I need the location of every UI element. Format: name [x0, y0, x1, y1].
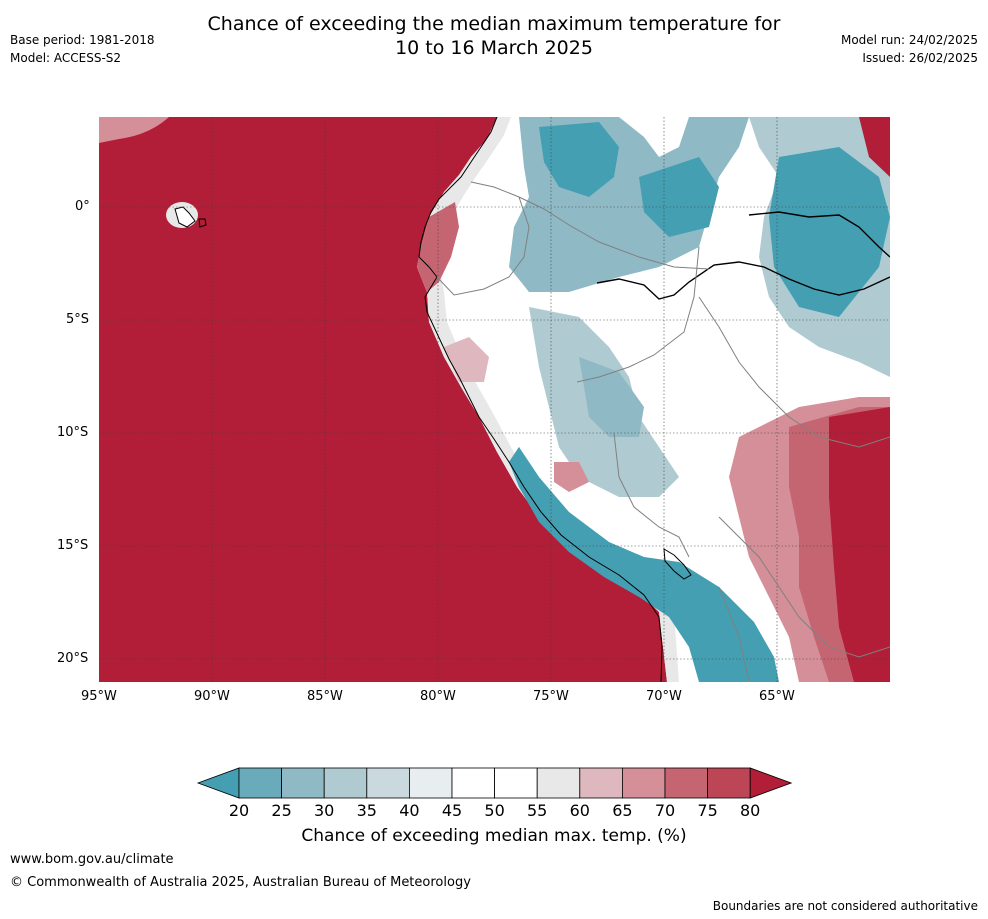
lat-tick-15s: 15°S	[57, 538, 89, 553]
model-run: Model run: 24/02/2025	[840, 33, 978, 47]
southern-cold-strip	[509, 447, 779, 682]
colorbar-extend-low	[196, 767, 240, 799]
lon-tick-75w: 75°W	[533, 689, 569, 704]
colorbar-tick-label: 60	[569, 801, 590, 820]
amazon-river	[596, 261, 890, 300]
colorbar-cell	[664, 767, 708, 799]
copyright-text: © Commonwealth of Australia 2025, Austra…	[10, 875, 471, 890]
colorbar-cell	[238, 767, 282, 799]
title-line-2: 10 to 16 March 2025	[395, 37, 593, 59]
inland-warm-patch	[554, 462, 589, 492]
colorbar-tick-label: 80	[740, 801, 761, 820]
northern-river	[748, 211, 890, 258]
colorbar-cell	[451, 767, 495, 799]
lat-tick-5s: 5°S	[66, 312, 90, 327]
model-name: Model: ACCESS-S2	[10, 51, 122, 65]
ocean-pale-patch	[99, 117, 169, 143]
title-line-1: Chance of exceeding the median maximum t…	[207, 13, 781, 35]
lon-tick-85w: 85°W	[307, 689, 343, 704]
colorbar-tick-label: 20	[228, 801, 250, 820]
colorbar-tick-label: 35	[356, 801, 377, 820]
north-cold-core-2	[639, 157, 719, 237]
colorbar-tick-label: 30	[314, 801, 335, 820]
meta-left: Base period: 1981-2018 Model: ACCESS-S2	[10, 31, 155, 67]
central-cold-core	[579, 357, 644, 437]
chart-title: Chance of exceeding the median maximum t…	[0, 12, 988, 60]
lon-tick-70w: 70°W	[646, 689, 682, 704]
colorbar-cell	[579, 767, 623, 799]
website-link[interactable]: www.bom.gov.au/climate	[10, 852, 174, 867]
issued-date: Issued: 26/02/2025	[862, 51, 978, 65]
northeast-warm-corner	[859, 117, 890, 177]
colorbar-tick-label: 75	[697, 801, 718, 820]
base-period: Base period: 1981-2018	[10, 33, 155, 47]
colorbar-extend-high	[749, 767, 793, 799]
amazon-cold-core	[769, 147, 890, 317]
colorbar-cell	[621, 767, 666, 799]
colorbar-tick-label: 25	[271, 801, 292, 820]
colorbar-cell	[281, 767, 325, 799]
lake-titicaca	[663, 548, 692, 580]
colorbar-cell	[366, 767, 410, 799]
colorbar	[196, 767, 793, 799]
lat-tick-20s: 20°S	[57, 651, 89, 666]
colorbar-tick-label: 50	[484, 801, 505, 820]
disclaimer-text: Boundaries are not considered authoritat…	[712, 899, 978, 913]
lon-tick-95w: 95°W	[81, 689, 117, 704]
colorbar-tick-label: 45	[441, 801, 463, 820]
colorbar-tick-label: 40	[399, 801, 420, 820]
country-borders	[436, 181, 890, 682]
lat-tick-10s: 10°S	[57, 425, 89, 440]
galapagos-islet	[198, 218, 207, 228]
coastal-band	[417, 117, 679, 682]
colorbar-label: Chance of exceeding median max. temp. (%…	[301, 826, 687, 846]
colorbar-cell	[707, 767, 751, 799]
colorbar-tick-label: 70	[654, 801, 676, 820]
meta-right: Model run: 24/02/2025 Issued: 26/02/2025	[841, 31, 978, 67]
colorbar-tick-label: 65	[612, 801, 633, 820]
coastline	[418, 117, 663, 682]
graticule	[99, 117, 890, 682]
colorbar-cell	[494, 767, 538, 799]
colorbar-cell	[536, 767, 581, 799]
lat-tick-0: 0°	[75, 199, 90, 214]
southeast-warmest-region	[829, 407, 890, 682]
lon-tick-80w: 80°W	[420, 689, 456, 704]
map-panel	[99, 117, 890, 682]
colorbar-cell	[323, 767, 368, 799]
north-cold-core	[539, 122, 619, 197]
colorbar-cell	[408, 767, 453, 799]
coastal-cold-spot	[509, 447, 529, 487]
lon-tick-90w: 90°W	[194, 689, 230, 704]
galapagos-islands	[174, 206, 196, 228]
colorbar-tick-label: 55	[527, 801, 548, 820]
lon-tick-65w: 65°W	[759, 689, 795, 704]
